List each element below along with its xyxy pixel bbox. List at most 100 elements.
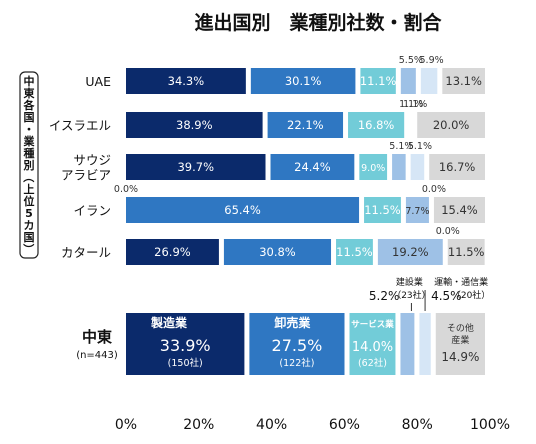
value-label: 24.4% [294,160,331,174]
chart-title: 進出国別 業種別社数・割合 [194,11,442,34]
bar-manufacturing [126,239,219,265]
total-bar-construction [400,313,415,375]
category-label: サウジ [73,153,111,168]
side-label-char: ） [22,244,35,255]
side-label-char: ・ [24,123,35,136]
segment-percent: 27.5% [272,336,323,355]
category-label: イラン [73,203,111,218]
x-tick-label: 80% [402,417,433,433]
value-label: 26.9% [154,245,191,259]
value-label: 7.7% [405,206,429,217]
total-bar-transport [419,313,431,375]
segment-name: 製造業 [150,315,188,330]
value-label: 15.4% [441,203,478,217]
value-label: 5.1% [389,141,413,152]
segment-name: 建設業 [396,276,423,288]
bar-wholesale [223,239,332,265]
bar-services [348,112,405,138]
segment-name: その他 [447,322,474,334]
total-sublabel: (n=443) [76,350,118,361]
segment-count: (62社) [358,357,387,369]
category-label: UAE [85,74,111,89]
side-label-char: 種 [24,146,35,160]
side-label-char: 国 [24,111,35,124]
segment-percent: 14.0% [352,340,393,355]
side-label-char: 各 [23,98,36,112]
category-label: イスラエル [49,118,111,133]
side-label-char: 中 [24,74,35,88]
bar-construction [400,68,416,94]
segment-count: (150社) [168,357,203,369]
segment-name: 産業 [451,334,469,346]
bar-transport [420,68,438,94]
value-label: 1.1% [403,99,427,110]
country-bars: UAE 34.3% 30.1% 11.1%5.5%5.9%13.1% イスラエル 38.9… [49,55,485,265]
segment-percent: 14.9% [441,350,479,364]
side-label-char: 東 [24,86,36,100]
x-tick-label: 40% [256,417,287,433]
x-tick-label: 0% [115,417,137,433]
value-label: 5.9% [420,55,444,66]
side-label-char: （ [22,172,35,183]
bar-services [359,154,388,180]
segment-percent: 5.2% [369,289,400,303]
bar-construction [392,154,406,180]
bar-manufacturing [126,112,263,138]
segment-name: 運輸・通信業 [434,276,488,288]
value-label: 0.0% [422,184,446,195]
value-label: 19.2% [392,245,429,259]
value-label: 16.8% [358,118,395,132]
bar-other [433,197,485,223]
bar-services [364,197,401,223]
side-label-char: 上 [24,182,35,196]
value-label: 11.1% [360,74,397,88]
side-label-frame [19,71,39,259]
side-label-char: 別 [23,158,35,172]
value-label: 30.1% [285,74,322,88]
bar-wholesale [250,68,356,94]
segment-name: 卸売業 [274,315,311,330]
value-label: 65.4% [224,203,261,217]
bar-construction [405,197,429,223]
total-bar: 中東 (n=443) 製造業 33.9% (150社) 卸売業 27.5% (122社) サービ… [76,276,490,375]
value-label: 5.1% [408,141,432,152]
bar-manufacturing [126,154,266,180]
value-label: 38.9% [176,118,213,132]
value-label: 13.1% [445,74,482,88]
value-label: 16.7% [439,160,476,174]
segment-count: （23社） [392,289,430,301]
bar-transport [410,154,425,180]
bar-other [442,68,485,94]
value-label: 20.0% [433,118,470,132]
bar-other [417,112,485,138]
value-label: 5.5% [399,55,423,66]
value-label: 39.7% [177,160,214,174]
value-label: 0.0% [436,226,460,237]
total-bar-manufacturing [126,313,245,375]
bar-other [447,239,485,265]
segment-percent: 4.5% [431,289,462,303]
bar-services [336,239,373,265]
x-axis: 0% 20% 40% 60% 80% 100% [115,417,510,433]
bar-other [429,154,485,180]
total-bar-services [349,313,396,375]
value-label: 30.8% [259,245,296,259]
x-tick-label: 60% [329,417,360,433]
bar-wholesale [126,197,360,223]
side-label-char: カ [24,219,35,232]
value-label: 1.1% [399,99,423,110]
segment-count: (122社) [279,357,314,369]
bar-services [360,68,396,94]
segment-count: （20社） [452,289,490,301]
side-label-char: 業 [23,134,36,148]
total-bar-other [435,313,485,375]
total-bar-wholesale [249,313,345,375]
category-label: アラビア [61,168,111,183]
bar-manufacturing [126,68,246,94]
side-label-char: 5 [25,207,33,220]
value-label: 34.3% [168,74,205,88]
bar-construction [377,239,443,265]
side-label-char: 国 [24,231,35,244]
